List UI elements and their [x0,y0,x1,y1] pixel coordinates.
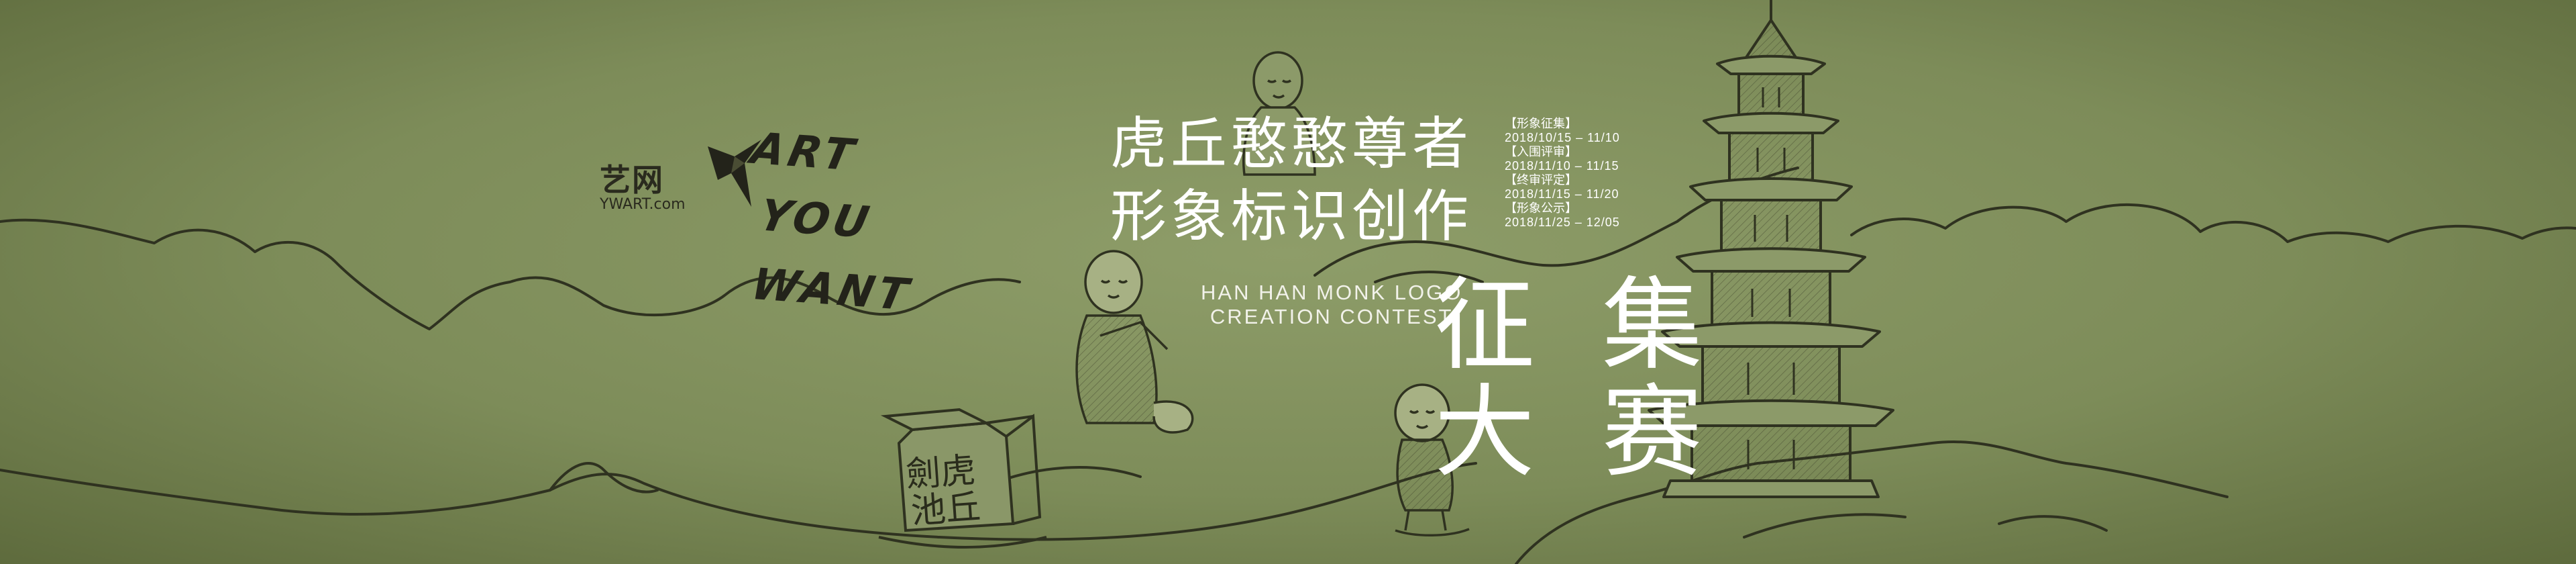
schedule-phase-name: 【终审评定】 [1505,173,1577,187]
monk-standing-illustration [1242,51,1316,176]
big-title-line-2: 大 赛 [1434,375,1720,491]
contest-schedule: 【形象征集】 2018/10/15 – 11/10 【入围评审】 2018/11… [1505,117,1620,230]
schedule-phase-dates: 2018/10/15 – 11/10 [1505,131,1620,144]
slogan-word-art: ART [747,124,862,181]
schedule-phase-dates: 2018/11/10 – 11/15 [1505,159,1619,173]
stone-inscription-line2: 池丘 [910,487,982,532]
logo-name-en: YWART.com [600,196,686,213]
schedule-phase-name: 【形象公示】 [1505,201,1577,215]
monk-praying-illustration [1075,250,1194,434]
schedule-phase-dates: 2018/11/15 – 11/20 [1505,187,1619,201]
monk-small-illustration [1394,383,1470,537]
ywart-logo[interactable]: 艺网 YWART.com ART YOU WANT [597,124,916,342]
page-title: 虎丘憨憨尊者 形象标识创作 [1110,107,1472,252]
pagoda-illustration [1648,0,1894,498]
schedule-phase-name: 【形象征集】 [1505,117,1577,130]
contest-big-title: 征 集 大 赛 [1434,272,1720,487]
schedule-item: 【形象公示】 2018/11/25 – 12/05 [1505,201,1620,230]
schedule-phase-dates: 2018/11/25 – 12/05 [1505,216,1620,229]
schedule-item: 【入围评审】 2018/11/10 – 11/15 [1505,145,1620,173]
title-line-1: 虎丘憨憨尊者 [1110,111,1473,177]
cloud-line [0,218,1021,330]
origami-bird-icon [708,140,761,207]
english-subtitle-line-2: CREATION CONTEST [1210,305,1454,328]
english-subtitle-line-1: HAN HAN MONK LOGO [1201,281,1463,304]
mountain-path [1313,167,1799,277]
title-line-2: 形象标识创作 [1110,183,1473,249]
slogan-word-you: YOU [755,191,877,248]
logo-name-cn: 艺网 [600,162,664,198]
ground-line [0,462,1477,541]
schedule-item: 【形象征集】 2018/10/15 – 11/10 [1505,117,1620,145]
schedule-item: 【终审评定】 2018/11/15 – 11/20 [1505,173,1620,201]
stone-tablet [878,408,1047,549]
stone-inscription-line1: 劍虎 [904,451,977,496]
schedule-phase-name: 【入围评审】 [1505,145,1577,158]
big-title-line-1: 征 集 [1434,267,1720,384]
cloud-line-right [1850,203,2576,243]
slogan-word-want: WANT [747,259,916,321]
pagoda-hill [1515,440,2229,564]
english-subtitle: HAN HAN MONK LOGO CREATION CONTEST [1201,281,1462,329]
